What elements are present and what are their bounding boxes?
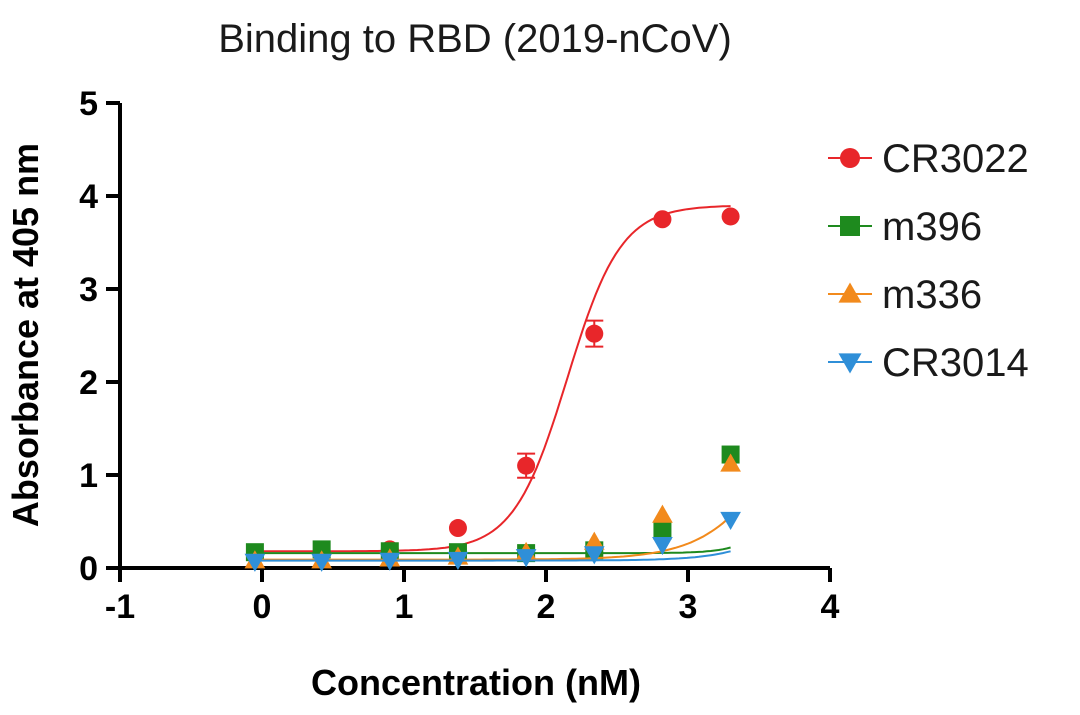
x-tick-label: 1 bbox=[395, 588, 414, 626]
data-point bbox=[447, 551, 469, 570]
data-point bbox=[583, 546, 605, 565]
legend-marker bbox=[840, 148, 860, 168]
x-tick-label: 0 bbox=[253, 588, 272, 626]
x-axis-label: Concentration (nM) bbox=[311, 662, 641, 703]
x-tick-label: 4 bbox=[821, 588, 840, 626]
fit-curve bbox=[254, 205, 731, 553]
data-point bbox=[311, 553, 332, 572]
series-cr3014 bbox=[244, 511, 741, 572]
data-point bbox=[515, 549, 537, 568]
legend-label: m396 bbox=[882, 205, 982, 249]
legend-label: CR3022 bbox=[882, 137, 1029, 181]
legend-item-cr3014: CR3014 bbox=[828, 341, 1029, 385]
chart-title: Binding to RBD (2019-nCoV) bbox=[218, 17, 732, 61]
y-axis-label: Absorbance at 405 nm bbox=[5, 143, 46, 527]
y-tick-label: 5 bbox=[79, 85, 98, 123]
data-point bbox=[653, 521, 672, 540]
legend-marker bbox=[838, 353, 862, 374]
y-tick-label: 1 bbox=[79, 457, 98, 495]
data-point bbox=[721, 207, 740, 226]
data-point bbox=[720, 511, 741, 530]
data-point bbox=[652, 504, 673, 523]
plot-series bbox=[244, 205, 741, 572]
legend-label: CR3014 bbox=[882, 341, 1029, 385]
y-tick-label: 0 bbox=[79, 550, 98, 588]
legend-item-m396: m396 bbox=[828, 205, 982, 249]
y-tick-label: 4 bbox=[79, 178, 98, 216]
data-point bbox=[244, 553, 266, 572]
y-tick-label: 3 bbox=[79, 271, 98, 309]
y-tick-label: 2 bbox=[79, 364, 98, 402]
legend: CR3022 m396 m336 CR3014 bbox=[828, 137, 1029, 385]
x-tick-label: -1 bbox=[105, 588, 135, 626]
data-point bbox=[720, 453, 741, 472]
legend-marker bbox=[838, 282, 862, 303]
legend-item-cr3022: CR3022 bbox=[828, 137, 1029, 181]
legend-marker bbox=[840, 216, 860, 236]
x-tick-label: 3 bbox=[679, 588, 698, 626]
legend-label: m336 bbox=[882, 273, 982, 317]
data-point bbox=[448, 519, 467, 538]
data-point bbox=[517, 456, 536, 475]
fit-curve bbox=[254, 550, 731, 562]
data-point bbox=[653, 210, 672, 229]
series-cr3022 bbox=[245, 205, 740, 564]
legend-item-m336: m336 bbox=[828, 273, 982, 317]
data-point bbox=[652, 536, 673, 556]
data-point bbox=[583, 531, 605, 550]
data-point bbox=[379, 552, 401, 571]
x-tick-label: 2 bbox=[537, 588, 556, 626]
data-point bbox=[585, 324, 604, 343]
